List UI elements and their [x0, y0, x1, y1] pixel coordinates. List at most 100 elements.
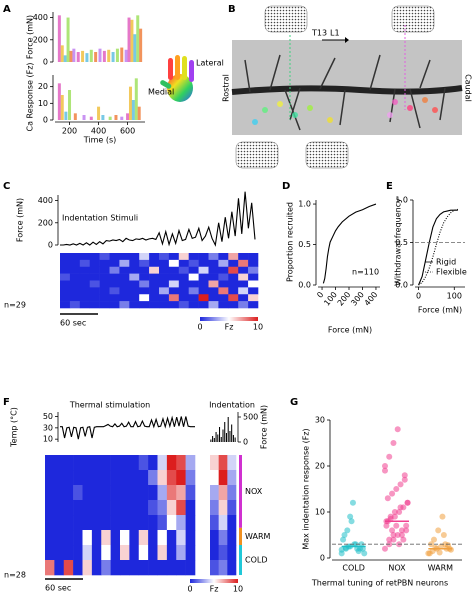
- heatmap-cell: [208, 253, 219, 261]
- heatmap-cell: [218, 266, 229, 274]
- heatmap-cell: [210, 455, 219, 471]
- heatmap-cell: [79, 301, 90, 309]
- group-label: COLD: [245, 556, 268, 565]
- heatmap-cell: [63, 485, 74, 501]
- y-tick-label: 10: [43, 435, 53, 444]
- heatmap-cell: [210, 560, 219, 576]
- heatmap-cell: [149, 253, 160, 261]
- heatmap-cell: [228, 266, 239, 274]
- heatmap-cell: [120, 455, 130, 471]
- heatmap-cell: [185, 470, 196, 486]
- heatmap-cell: [210, 515, 219, 531]
- bar: [60, 95, 64, 120]
- heatmap-cell: [73, 455, 83, 471]
- heatmap-cell: [60, 294, 71, 302]
- point: [394, 426, 401, 433]
- heatmap-cell: [69, 273, 81, 281]
- point: [349, 499, 356, 506]
- heatmap-cell: [176, 485, 186, 501]
- heatmap-cell: [60, 301, 71, 309]
- heatmap-cell: [129, 259, 140, 268]
- x-tick-label: 200: [336, 290, 353, 307]
- heatmap-cell: [89, 287, 100, 295]
- heatmap-cell: [185, 545, 196, 561]
- y-axis-label: Force (mN): [260, 405, 269, 449]
- heatmap-cell: [248, 253, 259, 261]
- bar: [133, 34, 137, 62]
- point: [361, 550, 368, 557]
- segment-label: L1: [330, 29, 340, 38]
- heatmap-cell: [120, 500, 130, 516]
- heatmap-cell: [168, 287, 180, 295]
- heatmap-cell: [166, 545, 177, 561]
- heatmap-cell: [178, 259, 189, 268]
- point: [386, 453, 393, 460]
- y-axis-label: Max indentation response (Fz): [302, 428, 311, 549]
- heatmap-cell: [120, 515, 130, 531]
- heatmap-cell: [129, 294, 140, 302]
- heatmap-cell: [228, 259, 239, 268]
- x-tick-label: 400: [91, 127, 106, 136]
- y-tick-label: 0: [43, 116, 48, 125]
- y-tick-label: 20: [315, 462, 325, 471]
- bar: [224, 422, 226, 442]
- point: [390, 440, 397, 446]
- heatmap-cell: [101, 470, 111, 486]
- heatmap-cell: [218, 530, 228, 546]
- panel-label: F: [3, 397, 10, 408]
- hand-label: Medial: [148, 88, 174, 97]
- bar: [98, 48, 102, 62]
- heatmap-cell: [157, 530, 168, 546]
- heatmap-cell: [138, 545, 149, 561]
- heatmap-cell: [176, 545, 186, 561]
- bar: [131, 100, 135, 120]
- heatmap-cell: [238, 273, 249, 281]
- y-tick-label: 20: [38, 82, 48, 91]
- point: [393, 486, 400, 492]
- bar: [220, 437, 222, 442]
- heatmap-cell: [119, 266, 130, 274]
- heatmap-cell: [159, 287, 170, 295]
- heatmap-cell: [157, 485, 168, 501]
- heatmap-cell: [157, 545, 168, 561]
- heatmap-cell: [99, 301, 110, 309]
- heatmap-cell: [63, 500, 74, 516]
- point: [358, 541, 365, 548]
- heatmap-cell: [91, 560, 102, 576]
- y-tick-label: 30: [43, 423, 53, 432]
- heatmap-cell: [228, 280, 239, 288]
- heatmap-cell: [178, 294, 189, 302]
- heatmap-cell: [218, 515, 228, 531]
- heatmap-cell: [45, 485, 55, 501]
- group-label: WARM: [245, 532, 271, 541]
- heatmap-cell: [168, 301, 180, 309]
- y-tick-label: 400: [38, 196, 53, 205]
- heatmap-cell: [238, 259, 249, 268]
- heatmap-cell: [73, 545, 83, 561]
- heatmap-cell: [110, 530, 121, 546]
- heatmap-cell: [185, 485, 196, 501]
- heatmap-cell: [138, 485, 149, 501]
- colorbar-tick-label: 10: [253, 323, 263, 332]
- point: [435, 527, 442, 534]
- heatmap-cell: [129, 253, 140, 261]
- heatmap-cell: [218, 273, 229, 281]
- heatmap-cell: [168, 259, 180, 268]
- heatmap-cell: [210, 485, 219, 501]
- heatmap-cell: [218, 455, 228, 471]
- heatmap-cell: [82, 455, 93, 471]
- heatmap-cell: [91, 515, 102, 531]
- heatmap-cell: [168, 266, 180, 274]
- heatmap-cell: [101, 455, 111, 471]
- heatmap-cell: [138, 560, 149, 576]
- bar: [72, 48, 76, 62]
- point: [430, 536, 437, 543]
- heatmap-cell: [109, 266, 120, 274]
- heatmap-cell: [149, 273, 160, 281]
- bar: [227, 417, 229, 442]
- bar: [120, 116, 124, 120]
- heatmap-cell: [227, 470, 237, 486]
- heatmap-cell: [99, 273, 110, 281]
- heatmap-cell: [110, 500, 121, 516]
